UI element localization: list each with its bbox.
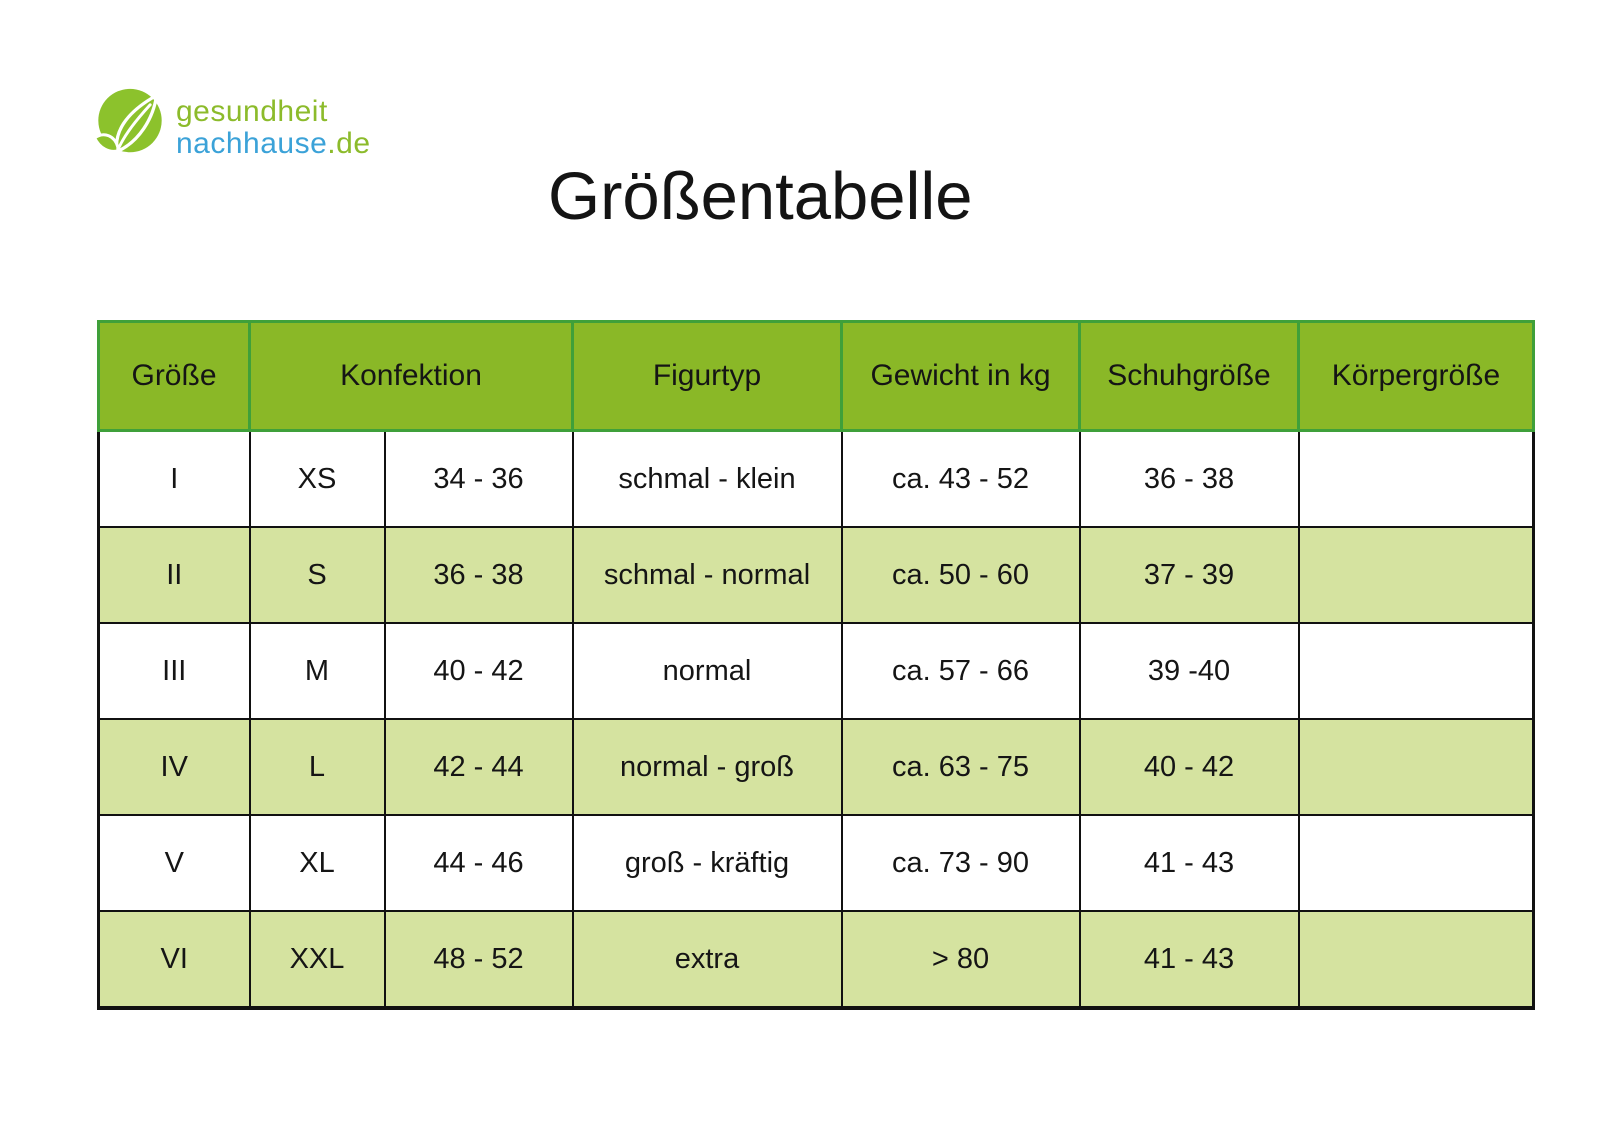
cell-groesse: V [97,814,251,912]
leaf-in-circle-icon [93,86,166,158]
logo-line1: gesundheit [176,95,328,128]
table-row: I XS 34 - 36 schmal - klein ca. 43 - 52 … [97,429,1535,528]
cell-figurtyp: normal [571,622,843,720]
cell-gewicht: ca. 63 - 75 [840,718,1081,816]
cell-konfektion: L [248,718,386,816]
cell-groesse: I [97,429,251,528]
cell-konfektion-range: 36 - 38 [383,526,574,624]
cell-koerpergroesse [1297,814,1535,912]
cell-konfektion: M [248,622,386,720]
cell-schuhgroesse: 40 - 42 [1078,718,1300,816]
cell-figurtyp: extra [571,910,843,1010]
cell-figurtyp: schmal - normal [571,526,843,624]
page-title: Größentabelle [548,159,973,234]
cell-konfektion-range: 34 - 36 [383,429,574,528]
col-header-figurtyp: Figurtyp [571,320,843,432]
cell-koerpergroesse [1297,526,1535,624]
cell-koerpergroesse [1297,910,1535,1010]
cell-schuhgroesse: 39 -40 [1078,622,1300,720]
col-header-konfektion: Konfektion [248,320,574,432]
cell-koerpergroesse [1297,429,1535,528]
size-table: Größe Konfektion Figurtyp Gewicht in kg … [97,320,1535,1010]
site-logo-text: gesundheit nachhause.de [176,96,371,160]
col-header-groesse: Größe [97,320,251,432]
cell-groesse: VI [97,910,251,1010]
cell-konfektion-range: 44 - 46 [383,814,574,912]
col-header-gewicht: Gewicht in kg [840,320,1081,432]
cell-groesse: IV [97,718,251,816]
table-row: III M 40 - 42 normal ca. 57 - 66 39 -40 [97,622,1535,720]
col-header-koerpergroesse: Körpergröße [1297,320,1535,432]
cell-konfektion: XS [248,429,386,528]
table-row: V XL 44 - 46 groß - kräftig ca. 73 - 90 … [97,814,1535,912]
cell-figurtyp: groß - kräftig [571,814,843,912]
cell-gewicht: ca. 73 - 90 [840,814,1081,912]
cell-konfektion-range: 42 - 44 [383,718,574,816]
cell-figurtyp: schmal - klein [571,429,843,528]
table-row: VI XXL 48 - 52 extra > 80 41 - 43 [97,910,1535,1010]
col-header-schuhgroesse: Schuhgröße [1078,320,1300,432]
cell-gewicht: ca. 43 - 52 [840,429,1081,528]
cell-konfektion: XXL [248,910,386,1010]
cell-schuhgroesse: 37 - 39 [1078,526,1300,624]
cell-schuhgroesse: 41 - 43 [1078,814,1300,912]
cell-gewicht: ca. 57 - 66 [840,622,1081,720]
logo-line2-main: nachhause [176,127,328,160]
cell-koerpergroesse [1297,622,1535,720]
cell-koerpergroesse [1297,718,1535,816]
cell-schuhgroesse: 41 - 43 [1078,910,1300,1010]
cell-groesse: III [97,622,251,720]
logo-line2-suffix: .de [327,127,371,160]
cell-figurtyp: normal - groß [571,718,843,816]
cell-konfektion-range: 48 - 52 [383,910,574,1010]
cell-gewicht: ca. 50 - 60 [840,526,1081,624]
cell-groesse: II [97,526,251,624]
cell-konfektion: XL [248,814,386,912]
size-table-body: I XS 34 - 36 schmal - klein ca. 43 - 52 … [97,429,1535,1010]
table-row: IV L 42 - 44 normal - groß ca. 63 - 75 4… [97,718,1535,816]
table-row: II S 36 - 38 schmal - normal ca. 50 - 60… [97,526,1535,624]
header-row: Größe Konfektion Figurtyp Gewicht in kg … [97,320,1535,432]
cell-konfektion-range: 40 - 42 [383,622,574,720]
cell-konfektion: S [248,526,386,624]
site-logo: gesundheit nachhause.de [93,86,371,160]
cell-gewicht: > 80 [840,910,1081,1010]
cell-schuhgroesse: 36 - 38 [1078,429,1300,528]
size-table-header: Größe Konfektion Figurtyp Gewicht in kg … [97,320,1535,432]
